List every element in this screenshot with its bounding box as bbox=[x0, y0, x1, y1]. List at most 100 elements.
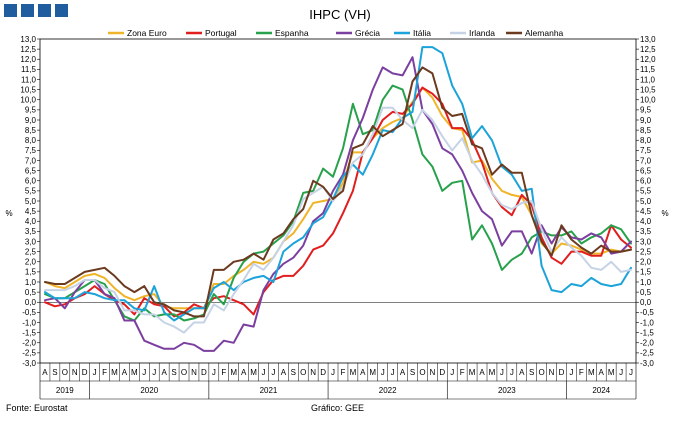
y-tick-label-left: 7,5 bbox=[25, 146, 37, 155]
y-tick-label-right: 2,0 bbox=[640, 258, 652, 267]
y-tick-label-right: 8,0 bbox=[640, 136, 652, 145]
month-label: A bbox=[360, 368, 366, 377]
month-label: A bbox=[519, 368, 525, 377]
month-label: N bbox=[549, 368, 555, 377]
month-label: F bbox=[341, 368, 346, 377]
y-unit-right: % bbox=[661, 209, 668, 218]
y-tick-label-left: 6,5 bbox=[25, 166, 37, 175]
series-line-alemanha bbox=[44, 66, 632, 318]
month-label: J bbox=[629, 368, 633, 377]
y-tick-label-left: 2,5 bbox=[25, 247, 37, 256]
y-tick-label-right: -0,5 bbox=[640, 308, 654, 317]
y-tick-label-left: 10,0 bbox=[20, 96, 36, 105]
month-label: M bbox=[350, 368, 357, 377]
plot-frame bbox=[39, 38, 637, 364]
y-tick-label-left: 0,5 bbox=[25, 288, 37, 297]
month-label: J bbox=[152, 368, 156, 377]
logo-square-2 bbox=[21, 4, 34, 17]
month-label: J bbox=[450, 368, 454, 377]
y-tick-label-left: -1,0 bbox=[22, 318, 36, 327]
y-tick-label-left: -0,5 bbox=[22, 308, 36, 317]
month-label: D bbox=[559, 368, 565, 377]
month-label: S bbox=[529, 368, 534, 377]
month-label: M bbox=[250, 368, 257, 377]
month-label: M bbox=[131, 368, 138, 377]
legend-label: Irlanda bbox=[469, 28, 495, 38]
legend: Zona Euro Portugal Espanha Grécia Itália Irla… bbox=[108, 28, 564, 38]
month-label: J bbox=[619, 368, 623, 377]
y-tick-label-left: 4,5 bbox=[25, 207, 37, 216]
y-tick-label-right: 9,0 bbox=[640, 116, 652, 125]
y-tick-label-right: -1,0 bbox=[640, 318, 654, 327]
y-tick-label-left: 3,0 bbox=[25, 237, 37, 246]
year-label: 2024 bbox=[592, 386, 610, 395]
y-tick-label-left: 8,0 bbox=[25, 136, 37, 145]
y-axis-right: -3,0-2,5-2,0 -1,5-1,0-0,50,00,51,01,52,0 2… bbox=[636, 35, 656, 368]
series-line-italia bbox=[44, 46, 632, 322]
month-label: D bbox=[439, 368, 445, 377]
series-line-zona-euro bbox=[44, 86, 632, 310]
year-label: 2020 bbox=[140, 386, 158, 395]
y-tick-label-right: 11,5 bbox=[640, 65, 656, 74]
month-label: S bbox=[52, 368, 57, 377]
y-tick-label-right: 5,5 bbox=[640, 187, 652, 196]
month-label: D bbox=[320, 368, 326, 377]
month-label: N bbox=[429, 368, 435, 377]
y-tick-label-right: 8,5 bbox=[640, 126, 652, 135]
y-tick-label-right: -2,5 bbox=[640, 349, 654, 358]
y-tick-label-right: 6,0 bbox=[640, 177, 652, 186]
y-tick-label-left: 0,0 bbox=[25, 298, 37, 307]
month-label: O bbox=[181, 368, 187, 377]
y-tick-label-right: -1,5 bbox=[640, 328, 654, 337]
month-label: J bbox=[500, 368, 504, 377]
month-label: N bbox=[310, 368, 316, 377]
y-tick-label-left: 4,0 bbox=[25, 217, 37, 226]
month-label: F bbox=[102, 368, 107, 377]
legend-label: Espanha bbox=[275, 28, 309, 38]
y-tick-label-left: 5,0 bbox=[25, 197, 37, 206]
y-tick-label-right: 5,0 bbox=[640, 197, 652, 206]
series-line-portugal bbox=[44, 86, 632, 318]
month-label: J bbox=[510, 368, 514, 377]
month-label: F bbox=[221, 368, 226, 377]
month-label: M bbox=[489, 368, 496, 377]
month-label: J bbox=[381, 368, 385, 377]
month-label: M bbox=[608, 368, 615, 377]
y-tick-label-left: 2,0 bbox=[25, 258, 37, 267]
y-tick-label-right: 11,0 bbox=[640, 75, 656, 84]
month-label: J bbox=[142, 368, 146, 377]
y-tick-label-left: 9,0 bbox=[25, 116, 37, 125]
y-tick-label-right: -2,0 bbox=[640, 339, 654, 348]
y-tick-label-right: 0,0 bbox=[640, 298, 652, 307]
y-tick-label-left: -2,0 bbox=[22, 339, 36, 348]
source-note: Fonte: Eurostat bbox=[6, 403, 68, 413]
chart-title: IHPC (VH) bbox=[309, 7, 370, 22]
y-tick-label-left: 12,0 bbox=[20, 55, 36, 64]
month-label: A bbox=[599, 368, 605, 377]
month-label: D bbox=[82, 368, 88, 377]
legend-label: Portugal bbox=[205, 28, 237, 38]
legend-label: Grécia bbox=[355, 28, 380, 38]
y-tick-label-right: 10,5 bbox=[640, 85, 656, 94]
y-tick-label-right: 3,5 bbox=[640, 227, 652, 236]
month-label: A bbox=[400, 368, 406, 377]
month-label: M bbox=[230, 368, 237, 377]
y-tick-label-left: 11,5 bbox=[21, 65, 37, 74]
legend-label: Alemanha bbox=[525, 28, 564, 38]
year-label: 2022 bbox=[379, 386, 397, 395]
month-label: J bbox=[391, 368, 395, 377]
month-label: S bbox=[291, 368, 296, 377]
month-label: A bbox=[281, 368, 287, 377]
series-lines bbox=[44, 46, 632, 352]
y-tick-label-right: 4,0 bbox=[640, 217, 652, 226]
month-label: O bbox=[419, 368, 425, 377]
month-label: J bbox=[93, 368, 97, 377]
y-tick-label-right: 1,5 bbox=[640, 268, 652, 277]
month-label: M bbox=[111, 368, 118, 377]
y-tick-label-left: 7,0 bbox=[25, 156, 37, 165]
y-tick-label-right: 12,0 bbox=[640, 55, 656, 64]
y-tick-label-right: 1,0 bbox=[640, 278, 652, 287]
year-label: 2023 bbox=[498, 386, 516, 395]
